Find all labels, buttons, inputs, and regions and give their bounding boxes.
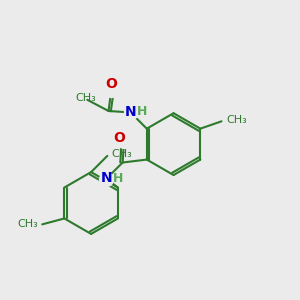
Text: O: O bbox=[106, 77, 117, 92]
Text: CH₃: CH₃ bbox=[112, 149, 133, 159]
Text: O: O bbox=[113, 131, 125, 146]
Text: N: N bbox=[101, 171, 113, 185]
Text: CH₃: CH₃ bbox=[226, 115, 247, 125]
Text: H: H bbox=[136, 105, 147, 119]
Text: CH₃: CH₃ bbox=[76, 93, 96, 103]
Text: N: N bbox=[125, 105, 136, 119]
Text: H: H bbox=[113, 172, 123, 184]
Text: CH₃: CH₃ bbox=[17, 219, 38, 229]
